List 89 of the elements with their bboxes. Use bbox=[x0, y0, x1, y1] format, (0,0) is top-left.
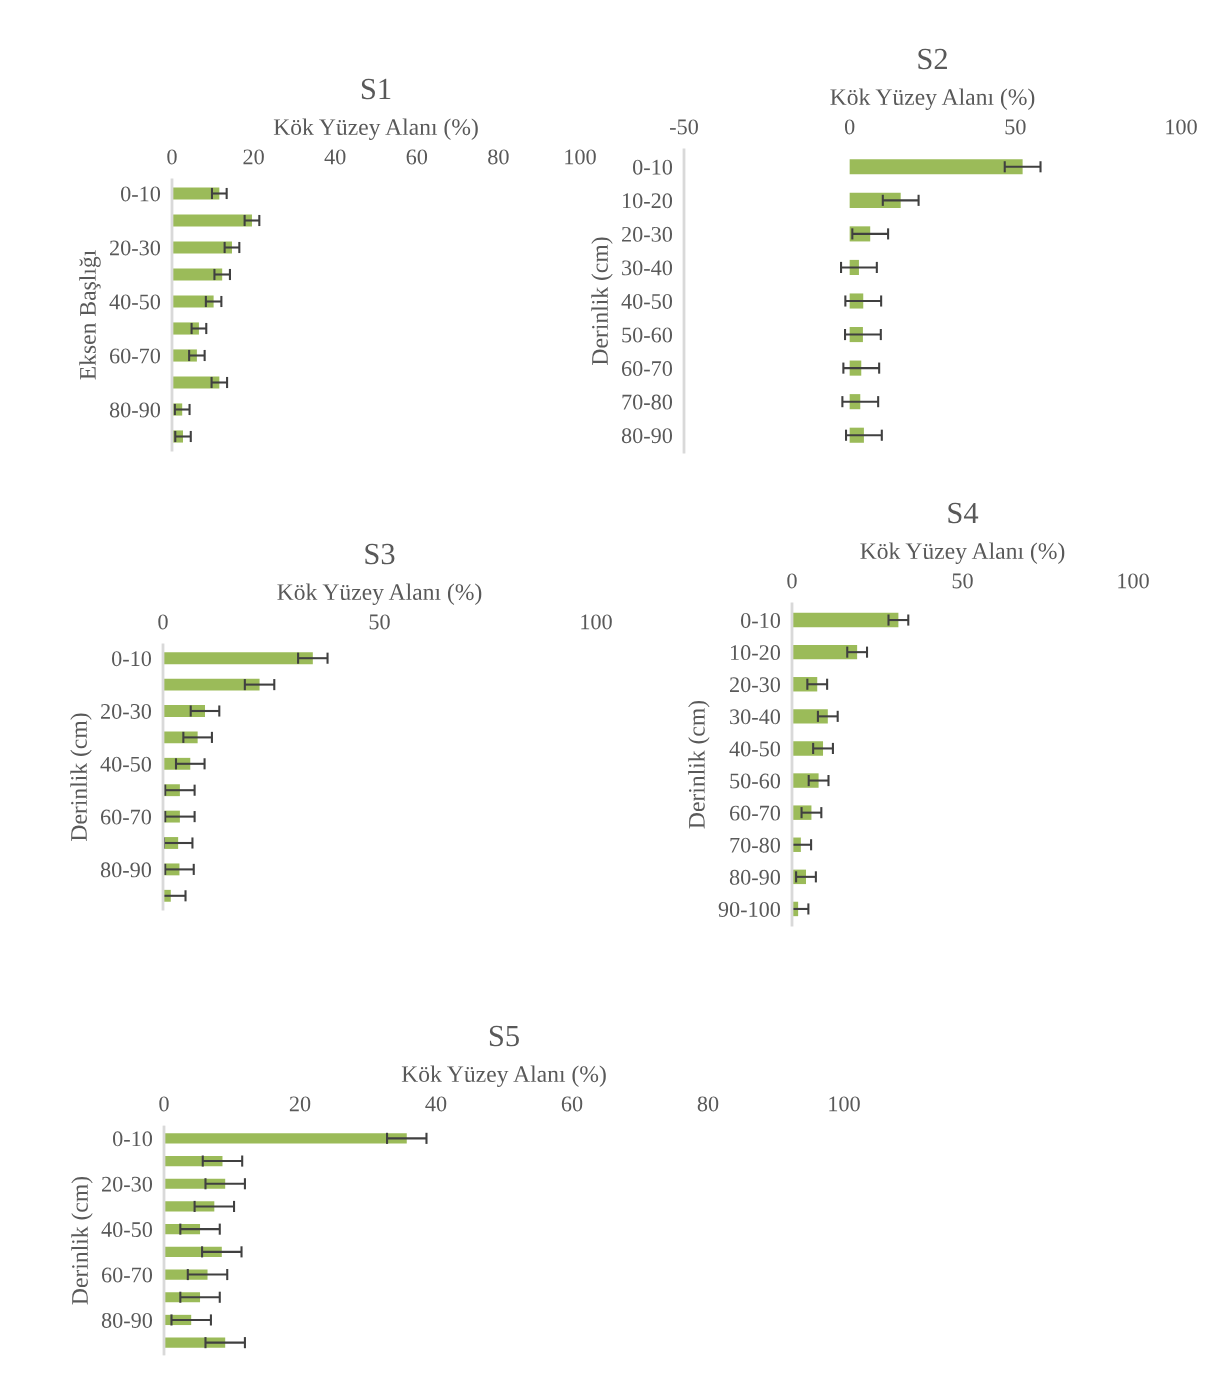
y-tick-label: 60-70 bbox=[622, 361, 673, 377]
y-tick-label: 80-90 bbox=[621, 428, 673, 444]
y-tick-label: 30-40 bbox=[730, 709, 781, 725]
y-tick-label: 0-10 bbox=[741, 612, 781, 628]
x-tick-label: 100 bbox=[581, 614, 612, 630]
y-tick-label: 30-40 bbox=[622, 260, 673, 276]
bar bbox=[164, 1201, 215, 1212]
y-axis-title: Derinlik (cm) bbox=[70, 713, 92, 841]
x-tick-label: 50 bbox=[369, 614, 390, 630]
y-tick-label: 80-90 bbox=[729, 869, 781, 885]
y-tick-label: 40-50 bbox=[100, 756, 152, 772]
x-tick-label: 0 bbox=[167, 149, 177, 165]
x-tick-label: 0 bbox=[158, 614, 168, 630]
x-axis-title: Kök Yüzey Alanı (%) bbox=[401, 1065, 606, 1087]
y-tick-label: 10-20 bbox=[731, 645, 781, 661]
y-tick-label: 0-10 bbox=[121, 186, 161, 202]
x-tick-label: 20 bbox=[243, 149, 264, 165]
bar bbox=[792, 709, 828, 724]
chart-title: S5 bbox=[489, 1025, 519, 1047]
bar bbox=[792, 644, 858, 660]
bar bbox=[172, 295, 214, 308]
y-tick-label: 20-30 bbox=[101, 703, 152, 719]
y-tick-label: 60-70 bbox=[110, 348, 161, 364]
bar bbox=[172, 376, 220, 389]
y-tick-label: 20-30 bbox=[110, 240, 161, 256]
chart-title: S2 bbox=[918, 48, 947, 70]
x-axis-title: Kök Yüzey Alanı (%) bbox=[830, 88, 1035, 110]
bar bbox=[792, 612, 899, 628]
bar bbox=[172, 241, 232, 254]
chart-title: S1 bbox=[361, 78, 391, 100]
x-tick-label: 50 bbox=[1005, 119, 1026, 135]
y-tick-label: 60-70 bbox=[730, 805, 781, 821]
y-tick-label: 20-30 bbox=[622, 226, 673, 242]
x-tick-label: 40 bbox=[425, 1096, 447, 1112]
y-tick-label: 70-80 bbox=[622, 394, 673, 410]
y-tick-label: 60-70 bbox=[101, 809, 152, 825]
y-tick-label: 40-50 bbox=[621, 293, 673, 309]
x-axis-title: Kök Yüzey Alanı (%) bbox=[860, 542, 1065, 564]
bar bbox=[849, 192, 901, 208]
bar bbox=[172, 268, 223, 281]
y-tick-label: 40-50 bbox=[109, 294, 161, 310]
y-tick-label: 70-80 bbox=[730, 837, 781, 853]
y-tick-label: 20-30 bbox=[102, 1176, 153, 1192]
x-tick-label: 100 bbox=[565, 149, 596, 165]
x-tick-label: 80 bbox=[488, 149, 509, 165]
x-tick-label: 100 bbox=[829, 1096, 860, 1112]
y-tick-label: 40-50 bbox=[729, 741, 781, 757]
x-tick-label: 60 bbox=[406, 149, 428, 165]
x-tick-label: 0 bbox=[159, 1096, 169, 1112]
chart-title: S4 bbox=[948, 502, 979, 524]
bar bbox=[792, 741, 824, 756]
y-tick-label: 0-10 bbox=[113, 1131, 153, 1147]
y-tick-label: 80-90 bbox=[100, 862, 152, 878]
y-tick-label: 20-30 bbox=[730, 677, 781, 693]
x-tick-label: 40 bbox=[324, 149, 346, 165]
y-tick-label: 80-90 bbox=[101, 1312, 153, 1328]
x-tick-label: 0 bbox=[787, 573, 797, 589]
x-tick-label: 20 bbox=[289, 1096, 311, 1112]
y-tick-label: 90-100 bbox=[718, 901, 781, 917]
y-axis-title: Derinlik (cm) bbox=[71, 1176, 93, 1305]
bar bbox=[849, 159, 1023, 175]
x-axis-title: Kök Yüzey Alanı (%) bbox=[277, 583, 482, 605]
x-tick-label: -50 bbox=[670, 119, 698, 135]
chart-title: S3 bbox=[365, 543, 395, 565]
bar bbox=[172, 214, 252, 227]
x-tick-label: 80 bbox=[697, 1096, 719, 1112]
y-tick-label: 80-90 bbox=[109, 402, 161, 418]
bar bbox=[163, 652, 313, 665]
y-axis-title: Derinlik (cm) bbox=[688, 700, 710, 829]
y-axis-title: Derinlik (cm) bbox=[591, 237, 613, 365]
x-tick-label: 100 bbox=[1118, 573, 1149, 589]
bar bbox=[172, 187, 220, 200]
x-tick-label: 50 bbox=[952, 573, 973, 589]
y-tick-label: 50-60 bbox=[622, 327, 673, 343]
y-tick-label: 0-10 bbox=[633, 159, 673, 175]
y-tick-label: 10-20 bbox=[623, 193, 673, 209]
y-tick-label: 50-60 bbox=[730, 773, 781, 789]
y-axis-title: Eksen Başlığı bbox=[79, 250, 101, 380]
y-tick-label: 60-70 bbox=[102, 1267, 153, 1283]
y-tick-label: 40-50 bbox=[101, 1222, 153, 1238]
y-tick-label: 0-10 bbox=[112, 651, 152, 667]
bar bbox=[163, 678, 260, 691]
x-tick-label: 60 bbox=[561, 1096, 583, 1112]
bar bbox=[792, 773, 819, 788]
x-axis-title: Kök Yüzey Alanı (%) bbox=[273, 118, 478, 140]
x-tick-label: 100 bbox=[1166, 119, 1197, 135]
bar bbox=[163, 705, 205, 717]
x-tick-label: 0 bbox=[844, 119, 855, 135]
bar bbox=[164, 1133, 407, 1144]
